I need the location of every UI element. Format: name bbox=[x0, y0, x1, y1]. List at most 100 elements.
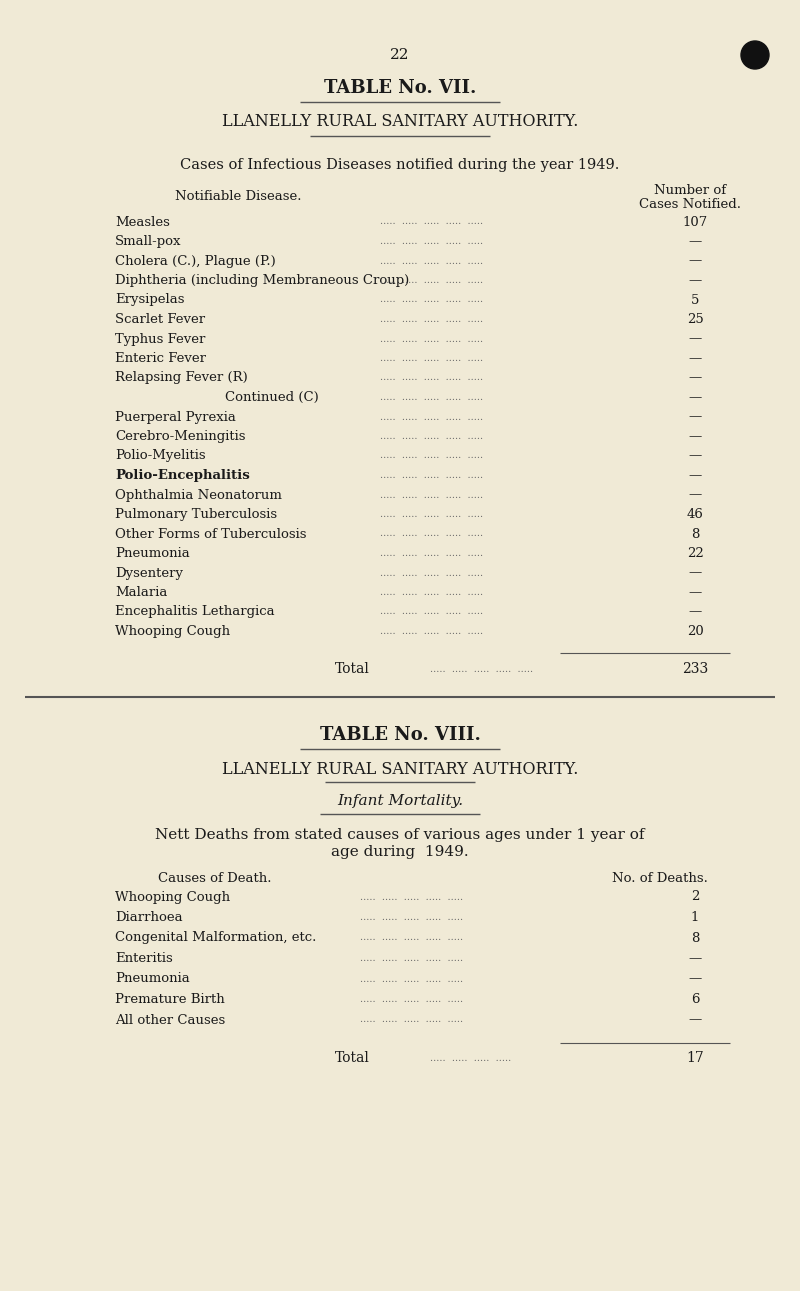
Text: .....  .....  .....  .....  .....: ..... ..... ..... ..... ..... bbox=[360, 933, 463, 942]
Text: Cases Notified.: Cases Notified. bbox=[639, 199, 741, 212]
Text: Congenital Malformation, etc.: Congenital Malformation, etc. bbox=[115, 932, 316, 945]
Text: .....  .....  .....  .....  .....: ..... ..... ..... ..... ..... bbox=[380, 608, 483, 617]
Text: 25: 25 bbox=[686, 312, 703, 327]
Text: LLANELLY RURAL SANITARY AUTHORITY.: LLANELLY RURAL SANITARY AUTHORITY. bbox=[222, 114, 578, 130]
Text: .....  .....  .....  .....: ..... ..... ..... ..... bbox=[430, 1053, 511, 1062]
Text: .....  .....  .....  .....  .....: ..... ..... ..... ..... ..... bbox=[360, 1016, 463, 1025]
Text: —: — bbox=[688, 352, 702, 365]
Text: 6: 6 bbox=[690, 993, 699, 1006]
Text: —: — bbox=[688, 411, 702, 423]
Text: 22: 22 bbox=[390, 48, 410, 62]
Text: .....  .....  .....  .....  .....: ..... ..... ..... ..... ..... bbox=[380, 491, 483, 500]
Text: .....  .....  .....  .....  .....: ..... ..... ..... ..... ..... bbox=[380, 413, 483, 421]
Text: 22: 22 bbox=[686, 547, 703, 560]
Text: 107: 107 bbox=[682, 216, 708, 229]
Text: Diarrhoea: Diarrhoea bbox=[115, 911, 182, 924]
Text: .....  .....  .....  .....  .....: ..... ..... ..... ..... ..... bbox=[380, 587, 483, 596]
Text: —: — bbox=[688, 951, 702, 964]
Text: —: — bbox=[688, 391, 702, 404]
Text: LLANELLY RURAL SANITARY AUTHORITY.: LLANELLY RURAL SANITARY AUTHORITY. bbox=[222, 760, 578, 777]
Text: 46: 46 bbox=[686, 507, 703, 522]
Text: Total: Total bbox=[335, 662, 370, 676]
Text: 17: 17 bbox=[686, 1051, 704, 1065]
Text: —: — bbox=[688, 605, 702, 618]
Text: Number of: Number of bbox=[654, 185, 726, 198]
Text: —: — bbox=[688, 972, 702, 985]
Text: Infant Mortality.: Infant Mortality. bbox=[337, 794, 463, 808]
Text: Causes of Death.: Causes of Death. bbox=[158, 871, 272, 884]
Text: .....  .....  .....  .....  .....: ..... ..... ..... ..... ..... bbox=[380, 257, 483, 266]
Text: .....  .....  .....  .....  .....: ..... ..... ..... ..... ..... bbox=[430, 665, 533, 674]
Text: —: — bbox=[688, 235, 702, 248]
Text: Whooping Cough: Whooping Cough bbox=[115, 891, 230, 904]
Text: 20: 20 bbox=[686, 625, 703, 638]
Text: —: — bbox=[688, 372, 702, 385]
Text: .....  .....  .....  .....  .....: ..... ..... ..... ..... ..... bbox=[380, 354, 483, 363]
Text: .....  .....  .....  .....  .....: ..... ..... ..... ..... ..... bbox=[360, 995, 463, 1004]
Text: .....  .....  .....  .....  .....: ..... ..... ..... ..... ..... bbox=[380, 529, 483, 538]
Text: .....  .....  .....  .....  .....: ..... ..... ..... ..... ..... bbox=[380, 296, 483, 305]
Text: Enteritis: Enteritis bbox=[115, 951, 173, 964]
Text: Total: Total bbox=[335, 1051, 370, 1065]
Text: —: — bbox=[688, 333, 702, 346]
Text: Polio-Myelitis: Polio-Myelitis bbox=[115, 449, 206, 462]
Text: 5: 5 bbox=[691, 293, 699, 306]
Text: Whooping Cough: Whooping Cough bbox=[115, 625, 230, 638]
Text: .....  .....  .....  .....  .....: ..... ..... ..... ..... ..... bbox=[380, 471, 483, 480]
Text: .....  .....  .....  .....  .....: ..... ..... ..... ..... ..... bbox=[380, 568, 483, 577]
Text: .....  .....  .....  .....  .....: ..... ..... ..... ..... ..... bbox=[380, 392, 483, 402]
Text: Encephalitis Lethargica: Encephalitis Lethargica bbox=[115, 605, 274, 618]
Text: Notifiable Disease.: Notifiable Disease. bbox=[175, 190, 302, 203]
Text: .....  .....  .....  .....  .....: ..... ..... ..... ..... ..... bbox=[380, 334, 483, 343]
Text: —: — bbox=[688, 274, 702, 287]
Text: .....  .....  .....  .....  .....: ..... ..... ..... ..... ..... bbox=[380, 452, 483, 461]
Text: Ophthalmia Neonatorum: Ophthalmia Neonatorum bbox=[115, 488, 282, 501]
Text: 8: 8 bbox=[691, 932, 699, 945]
Text: Enteric Fever: Enteric Fever bbox=[115, 352, 206, 365]
Text: TABLE No. VIII.: TABLE No. VIII. bbox=[319, 726, 481, 744]
Text: Cases of Infectious Diseases notified during the year 1949.: Cases of Infectious Diseases notified du… bbox=[180, 158, 620, 172]
Text: age during  1949.: age during 1949. bbox=[331, 846, 469, 859]
Text: 8: 8 bbox=[691, 528, 699, 541]
Text: .....  .....  .....  .....  .....: ..... ..... ..... ..... ..... bbox=[380, 238, 483, 247]
Text: .....  .....  .....  .....  .....: ..... ..... ..... ..... ..... bbox=[380, 627, 483, 636]
Text: Dysentery: Dysentery bbox=[115, 567, 183, 580]
Text: —: — bbox=[688, 488, 702, 501]
Text: 2: 2 bbox=[691, 891, 699, 904]
Text: .....  .....  .....  .....  .....: ..... ..... ..... ..... ..... bbox=[360, 975, 463, 984]
Text: .....  .....  .....  .....  .....: ..... ..... ..... ..... ..... bbox=[380, 549, 483, 558]
Text: Pneumonia: Pneumonia bbox=[115, 547, 190, 560]
Text: .....  .....  .....  .....  .....: ..... ..... ..... ..... ..... bbox=[380, 432, 483, 442]
Text: Typhus Fever: Typhus Fever bbox=[115, 333, 206, 346]
Text: Malaria: Malaria bbox=[115, 586, 167, 599]
Text: Premature Birth: Premature Birth bbox=[115, 993, 225, 1006]
Text: Diphtheria (including Membraneous Croup): Diphtheria (including Membraneous Croup) bbox=[115, 274, 410, 287]
Text: 233: 233 bbox=[682, 662, 708, 676]
Text: .....  .....  .....  .....  .....: ..... ..... ..... ..... ..... bbox=[380, 315, 483, 324]
Text: 1: 1 bbox=[691, 911, 699, 924]
Text: Cerebro-Meningitis: Cerebro-Meningitis bbox=[115, 430, 246, 443]
Text: .....  .....  .....  .....  .....: ..... ..... ..... ..... ..... bbox=[380, 217, 483, 226]
Text: Pulmonary Tuberculosis: Pulmonary Tuberculosis bbox=[115, 507, 277, 522]
Text: Other Forms of Tuberculosis: Other Forms of Tuberculosis bbox=[115, 528, 306, 541]
Text: .....  .....  .....  .....  .....: ..... ..... ..... ..... ..... bbox=[380, 276, 483, 285]
Text: Puerperal Pyrexia: Puerperal Pyrexia bbox=[115, 411, 236, 423]
Text: .....  .....  .....  .....  .....: ..... ..... ..... ..... ..... bbox=[360, 892, 463, 901]
Text: Nett Deaths from stated causes of various ages under 1 year of: Nett Deaths from stated causes of variou… bbox=[155, 828, 645, 842]
Text: Erysipelas: Erysipelas bbox=[115, 293, 185, 306]
Text: —: — bbox=[688, 1013, 702, 1026]
Text: Pneumonia: Pneumonia bbox=[115, 972, 190, 985]
Text: Polio-Encephalitis: Polio-Encephalitis bbox=[115, 469, 250, 482]
Text: —: — bbox=[688, 567, 702, 580]
Text: .....  .....  .....  .....  .....: ..... ..... ..... ..... ..... bbox=[380, 510, 483, 519]
Text: All other Causes: All other Causes bbox=[115, 1013, 226, 1026]
Text: Measles: Measles bbox=[115, 216, 170, 229]
Text: .....  .....  .....  .....  .....: ..... ..... ..... ..... ..... bbox=[380, 373, 483, 382]
Text: —: — bbox=[688, 586, 702, 599]
Text: Continued (C): Continued (C) bbox=[225, 391, 318, 404]
Text: .....  .....  .....  .....  .....: ..... ..... ..... ..... ..... bbox=[360, 954, 463, 963]
Text: TABLE No. VII.: TABLE No. VII. bbox=[324, 79, 476, 97]
Text: —: — bbox=[688, 469, 702, 482]
Text: .....  .....  .....  .....  .....: ..... ..... ..... ..... ..... bbox=[360, 913, 463, 922]
Circle shape bbox=[741, 41, 769, 68]
